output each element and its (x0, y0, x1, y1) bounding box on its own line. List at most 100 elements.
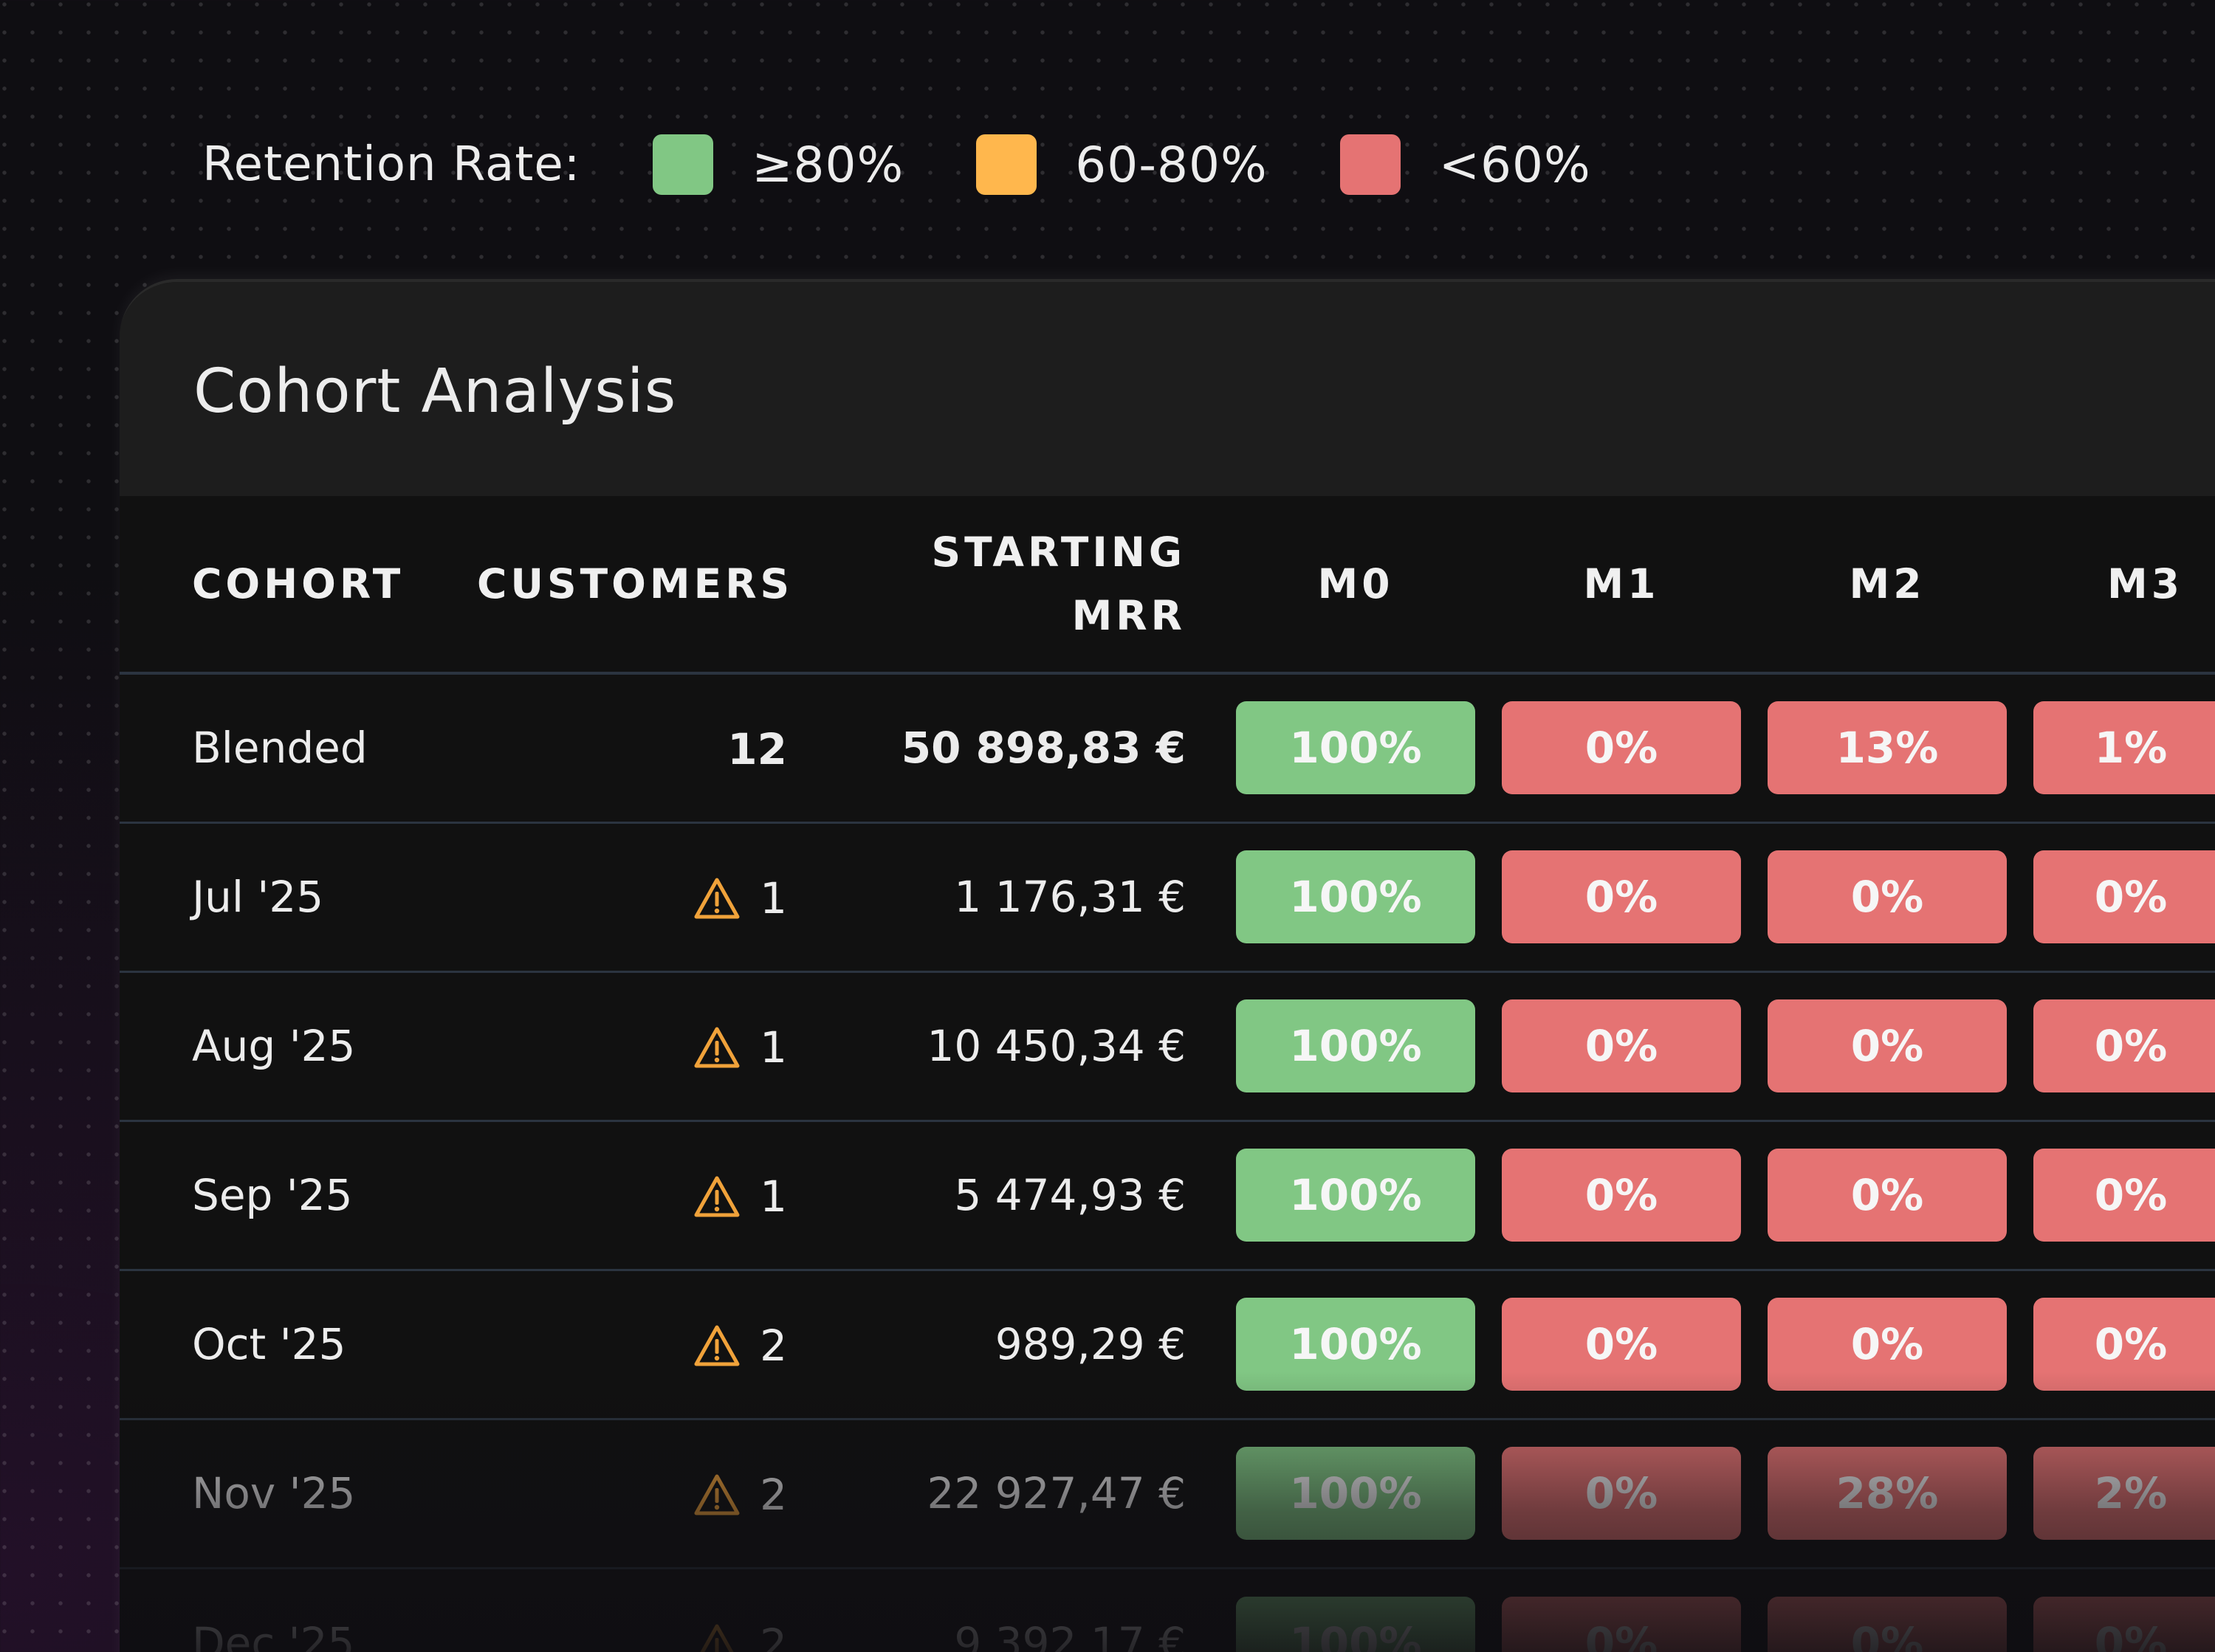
legend-text-high: ≥80% (752, 136, 904, 193)
retention-pill[interactable]: 0% (1502, 1298, 1741, 1391)
retention-cell-m0: 100% (1223, 821, 1488, 971)
table-row[interactable]: Oct '25 2 989,29 € 100% 0% 0% 0% (120, 1268, 2215, 1419)
retention-pill[interactable]: 0% (2033, 1149, 2215, 1242)
retention-value: 0% (1584, 1468, 1658, 1518)
warning-icon[interactable] (693, 1473, 741, 1516)
retention-cell-m3: 0% (2020, 1268, 2215, 1419)
cohort-label: Blended (192, 723, 368, 774)
table-row[interactable]: Blended 12 50 898,83 € 100% 0% 13% 1% (120, 672, 2215, 822)
retention-cell-m0: 100% (1223, 1566, 1488, 1652)
retention-pill[interactable]: 0% (1768, 1298, 2007, 1391)
retention-pill[interactable]: 100% (1236, 1447, 1475, 1540)
table-row[interactable]: Jul '25 1 1 176,31 € 100% 0% 0% 0% (120, 821, 2215, 971)
table-header-row: COHORT CUSTOMERS STARTING MRR M0 M1 M2 M… (120, 496, 2215, 673)
table-body: Blended 1 2 50 898,83 € 100% 0% 13% 1% Jul '25 1 1… (120, 672, 2215, 1652)
warning-icon[interactable] (693, 1175, 741, 1218)
starting-mrr-cell: 50 898,83 € (824, 672, 1223, 822)
retention-pill[interactable]: 28% (1768, 1447, 2007, 1540)
retention-pill[interactable]: 0% (1768, 1596, 2007, 1652)
table-row[interactable]: Dec '25 2 9 392,17 € 100% 0% 0% 0% (120, 1566, 2215, 1652)
retention-value: 0% (2094, 1617, 2168, 1652)
customers-cell: 2 (477, 1417, 824, 1568)
retention-pill[interactable]: 0% (1502, 701, 1741, 795)
retention-pill[interactable]: 100% (1236, 1149, 1475, 1242)
retention-cell-m3: 0% (2020, 970, 2215, 1121)
retention-pill[interactable]: 0% (2033, 1596, 2215, 1652)
starting-mrr-value: 10 450,34 € (927, 1021, 1186, 1071)
retention-pill[interactable]: 100% (1236, 1298, 1475, 1391)
header-m0[interactable]: M0 (1223, 496, 1488, 673)
retention-pill[interactable]: 0% (1502, 850, 1741, 943)
header-mrr-line1: STARTING (931, 529, 1186, 576)
retention-pill[interactable]: 100% (1236, 999, 1475, 1092)
table-row[interactable]: Aug '25 1 10 450,34 € 100% 0% 0% 0% (120, 970, 2215, 1121)
retention-pill[interactable]: 0% (1502, 1596, 1741, 1652)
panel-title: Cohort Analysis (193, 356, 677, 427)
retention-pill[interactable]: 0% (2033, 999, 2215, 1092)
warning-icon[interactable] (693, 1026, 741, 1069)
customers-count: 2 (760, 1320, 787, 1371)
starting-mrr-value: 5 474,93 € (954, 1170, 1186, 1220)
cohort-label: Aug '25 (192, 1021, 356, 1071)
header-cohort[interactable]: COHORT (120, 496, 477, 673)
retention-value: 0% (1850, 1617, 1924, 1652)
retention-pill[interactable]: 0% (1768, 850, 2007, 943)
retention-pill[interactable]: 0% (1768, 999, 2007, 1092)
retention-value: 100% (1289, 1468, 1422, 1518)
retention-pill[interactable]: 13% (1768, 701, 2007, 795)
starting-mrr-value: 989,29 € (995, 1319, 1186, 1369)
header-m2[interactable]: M2 (1754, 496, 2020, 673)
customers-count: 2 (760, 1619, 787, 1652)
warning-icon[interactable] (693, 1324, 741, 1367)
panel-header: Cohort Analysis (120, 282, 2215, 496)
starting-mrr-cell: 9 392,17 € (824, 1566, 1223, 1652)
retention-pill[interactable]: 0% (1502, 1149, 1741, 1242)
customers-cell: 2 (477, 1268, 824, 1419)
starting-mrr-value: 50 898,83 € (901, 723, 1186, 774)
warning-icon[interactable] (693, 877, 741, 920)
retention-pill[interactable]: 100% (1236, 1596, 1475, 1652)
table-row[interactable]: Sep '25 1 5 474,93 € 100% 0% 0% 0% (120, 1119, 2215, 1270)
retention-value: 100% (1289, 1021, 1422, 1071)
retention-pill[interactable]: 0% (2033, 850, 2215, 943)
starting-mrr-value: 9 392,17 € (954, 1617, 1186, 1652)
legend-swatch-red (1339, 134, 1401, 195)
cohort-label: Jul '25 (192, 872, 324, 922)
cohort-table: COHORT CUSTOMERS STARTING MRR M0 M1 M2 M… (120, 496, 2215, 1652)
retention-value: 0% (2094, 1021, 2168, 1071)
retention-cell-m2: 0% (1754, 970, 2020, 1121)
retention-pill[interactable]: 2% (2033, 1447, 2215, 1540)
retention-value: 0% (1850, 1170, 1924, 1220)
retention-cell-m3: 1% (2020, 672, 2215, 822)
header-m1[interactable]: M1 (1488, 496, 1754, 673)
retention-pill[interactable]: 100% (1236, 701, 1475, 795)
header-m3[interactable]: M3 (2020, 496, 2215, 673)
retention-cell-m0: 100% (1223, 1268, 1488, 1419)
legend-swatch-green (653, 134, 714, 195)
retention-pill[interactable]: 100% (1236, 850, 1475, 943)
retention-value: 100% (1289, 1319, 1422, 1369)
retention-value: 0% (1584, 1170, 1658, 1220)
header-starting-mrr[interactable]: STARTING MRR (824, 496, 1223, 673)
customers-count: 1 (760, 1022, 787, 1073)
legend-item-medium: 60-80% (976, 134, 1268, 195)
retention-value: 0% (1584, 1021, 1658, 1071)
header-customers[interactable]: CUSTOMERS (477, 496, 824, 673)
retention-value: 28% (1835, 1468, 1939, 1518)
retention-pill[interactable]: 0% (1502, 999, 1741, 1092)
retention-pill[interactable]: 0% (1502, 1447, 1741, 1540)
retention-value: 100% (1289, 1170, 1422, 1220)
retention-pill[interactable]: 1% (2033, 701, 2215, 795)
retention-value: 0% (1584, 1319, 1658, 1369)
starting-mrr-value: 22 927,47 € (927, 1468, 1186, 1518)
retention-pill[interactable]: 0% (1768, 1149, 2007, 1242)
table-row[interactable]: Nov '25 2 22 927,47 € 100% 0% 28% 2% (120, 1417, 2215, 1568)
legend-item-low: <60% (1339, 134, 1591, 195)
cohort-cell: Blended (120, 672, 477, 822)
retention-cell-m2: 0% (1754, 821, 2020, 971)
customers-cell: 1 (477, 1119, 824, 1270)
retention-value: 0% (1584, 1617, 1658, 1652)
retention-pill[interactable]: 0% (2033, 1298, 2215, 1391)
legend-text-low: <60% (1438, 136, 1591, 193)
warning-icon[interactable] (693, 1623, 741, 1652)
